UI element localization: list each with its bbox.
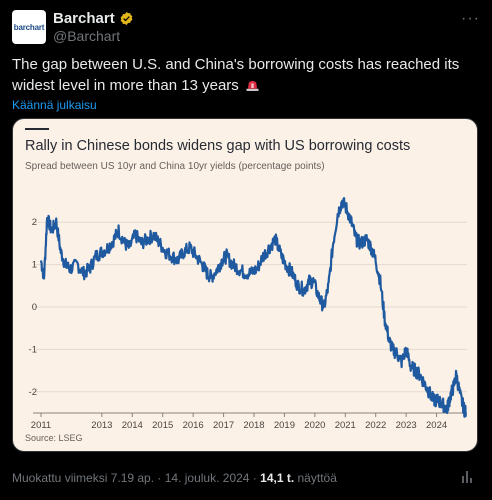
chart-y-tick-label: 0 <box>32 302 37 313</box>
avatar-logo-text: barchart <box>13 22 45 32</box>
verified-badge-icon <box>120 11 133 26</box>
chart-y-ticks: 2 1 0 -1 -2 <box>29 217 37 398</box>
chart-y-tick-label: -2 <box>29 387 37 398</box>
chart-title: Rally in Chinese bonds widens gap with U… <box>25 138 410 154</box>
tweet-text: The gap between U.S. and China's borrowi… <box>12 54 472 96</box>
chart-y-tick-label: -1 <box>29 344 37 355</box>
chart-gridlines <box>33 221 467 414</box>
chart-title-rule <box>25 128 49 130</box>
avatar[interactable]: barchart <box>12 10 46 44</box>
more-options-icon[interactable]: ··· <box>461 10 480 27</box>
chart-series-line <box>39 197 467 418</box>
account-name[interactable]: Barchart <box>53 10 115 27</box>
views-label: näyttöä <box>294 471 337 485</box>
tweet-footer: Muokattu viimeksi 7.19 ap. · 14. jouluk.… <box>12 471 337 485</box>
chart-x-tick-label: 2013 <box>91 420 112 431</box>
tweet-body: The gap between U.S. and China's borrowi… <box>12 56 460 94</box>
chart-x-tick-label: 2023 <box>396 420 417 431</box>
chart-image-card[interactable]: Rally in Chinese bonds widens gap with U… <box>12 118 478 452</box>
chart-x-tick-label: 2021 <box>335 420 356 431</box>
chart-x-ticks: 2011 2013 2014 2015 2016 2017 2018 2019 2020 2021… <box>31 413 447 431</box>
chart-x-tick-label: 2019 <box>274 420 295 431</box>
chart-x-tick-label: 2011 <box>31 420 51 431</box>
chart-x-tick-label: 2015 <box>152 420 173 431</box>
chart-x-tick-label: 2016 <box>183 420 204 431</box>
chart-x-tick-label: 2024 <box>426 420 447 431</box>
rotating-light-emoji-icon <box>246 80 259 91</box>
chart-x-tick-label: 2022 <box>365 420 386 431</box>
chart-source: Source: LSEG <box>25 433 83 443</box>
analytics-icon[interactable] <box>460 470 474 484</box>
chart: Rally in Chinese bonds widens gap with U… <box>25 128 467 443</box>
account-handle[interactable]: @Barchart <box>53 28 121 44</box>
views-count: 14,1 t. <box>260 471 295 485</box>
chart-y-tick-label: 1 <box>32 260 37 271</box>
account-name-row[interactable]: Barchart <box>53 10 134 27</box>
chart-x-tick-label: 2017 <box>213 420 234 431</box>
chart-subtitle: Spread between US 10yr and China 10yr yi… <box>25 161 325 172</box>
chart-y-tick-label: 2 <box>32 217 37 228</box>
edited-timestamp[interactable]: Muokattu viimeksi 7.19 ap. · 14. jouluk.… <box>12 471 261 485</box>
chart-x-tick-label: 2020 <box>304 420 325 431</box>
translate-link[interactable]: Käännä julkaisu <box>12 98 97 112</box>
chart-x-tick-label: 2018 <box>243 420 264 431</box>
chart-x-tick-label: 2014 <box>122 420 143 431</box>
